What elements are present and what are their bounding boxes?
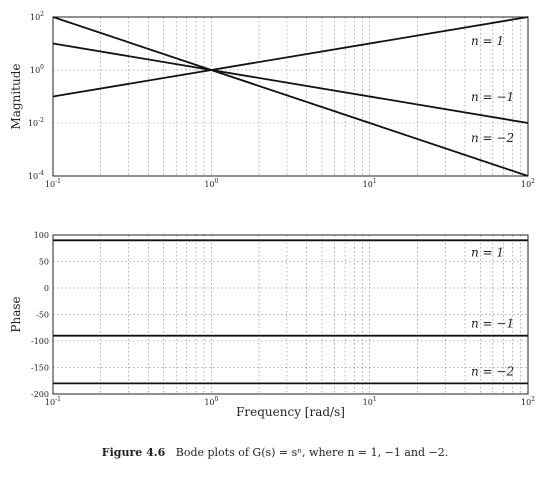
phase-curve-label: n = 1 [471,245,504,259]
magnitude-x-tick-label: 10-1 [45,178,61,189]
magnitude-x-tick-exponent: 2 [531,178,535,185]
phase-x-tick-base: 10 [521,398,531,407]
magnitude-x-tick-exponent: -1 [55,178,61,185]
magnitude-y-tick-exponent: 0 [40,64,44,71]
magnitude-x-ticks: 10-1 100 101 102 [45,178,535,189]
phase-x-tick-label: 10-1 [45,396,61,407]
phase-x-tick-exponent: -1 [55,396,61,403]
magnitude-grid [53,17,528,176]
phase-y-ticks: 100 50 0 -50 -100 -150 -200 [31,231,49,399]
magnitude-x-tick-exponent: 0 [215,178,219,185]
magnitude-series-line-2 [52,42,529,124]
phase-curve-label: n = −2 [471,364,514,378]
phase-x-tick-base: 10 [204,398,214,407]
phase-x-tick-exponent: 1 [373,396,377,403]
magnitude-y-tick-label: 100 [30,64,44,75]
magnitude-y-tick-label: 102 [30,11,44,22]
phase-curve-label: n = −1 [471,317,514,331]
phase-y-tick-label: -150 [31,364,49,373]
magnitude-x-tick-base: 10 [363,180,373,189]
phase-x-ticks: 10-1 100 101 102 [45,396,535,407]
phase-y-axis-label: Phase [9,296,23,332]
magnitude-y-axis-label: Magnitude [9,63,23,129]
magnitude-y-tick-base: 10 [30,66,40,75]
phase-y-tick-label: 100 [34,231,49,240]
figure-number: Figure 4.6 [101,446,166,459]
phase-y-tick-label: 0 [44,284,49,293]
phase-x-tick-base: 10 [45,398,55,407]
magnitude-series-line-3 [52,16,529,177]
magnitude-x-tick-exponent: 1 [373,178,377,185]
phase-series [53,239,528,385]
figure-caption-text: Bode plots of G(s) = sⁿ, where n = 1, −1… [175,446,449,459]
phase-x-axis-label: Frequency [rad/s] [236,405,345,419]
phase-x-tick-exponent: 0 [215,396,219,403]
magnitude-y-tick-exponent: 2 [40,11,44,18]
magnitude-y-tick-base: 10 [28,172,38,181]
phase-grid [53,235,528,394]
magnitude-curve-label: n = 1 [471,34,504,48]
magnitude-curve-label: n = −2 [471,131,514,145]
magnitude-y-tick-label: 10-4 [28,170,44,181]
magnitude-y-tick-base: 10 [30,13,40,22]
magnitude-x-tick-base: 10 [45,180,55,189]
magnitude-x-tick-label: 102 [521,178,535,189]
magnitude-y-tick-label: 10-2 [28,117,44,128]
magnitude-x-tick-base: 10 [204,180,214,189]
magnitude-curve-label: n = −1 [471,90,514,104]
phase-y-tick-label: -100 [31,337,49,346]
phase-x-tick-exponent: 2 [531,396,535,403]
phase-x-tick-label: 102 [521,396,535,407]
phase-plot-frame [52,234,529,395]
phase-curve-labels: n = 1 n = −1 n = −2 [471,245,514,378]
magnitude-series [52,16,529,177]
phase-y-tick-label: -50 [36,311,49,320]
magnitude-x-tick-base: 10 [521,180,531,189]
magnitude-curve-labels: n = 1 n = −1 n = −2 [471,34,514,145]
magnitude-y-tick-exponent: -2 [38,117,44,124]
phase-x-tick-label: 100 [204,396,218,407]
magnitude-series-line-1 [52,16,529,98]
figure-caption: Figure 4.6 Bode plots of G(s) = sⁿ, wher… [0,446,550,459]
phase-y-tick-label: -200 [31,390,49,399]
phase-y-tick-label: 50 [39,258,49,267]
magnitude-x-tick-label: 100 [204,178,218,189]
magnitude-y-tick-base: 10 [28,119,38,128]
magnitude-plot-frame [52,16,529,177]
magnitude-x-tick-label: 101 [363,178,377,189]
phase-x-tick-label: 101 [363,396,377,407]
phase-x-tick-base: 10 [363,398,373,407]
magnitude-y-tick-exponent: -4 [38,170,44,177]
